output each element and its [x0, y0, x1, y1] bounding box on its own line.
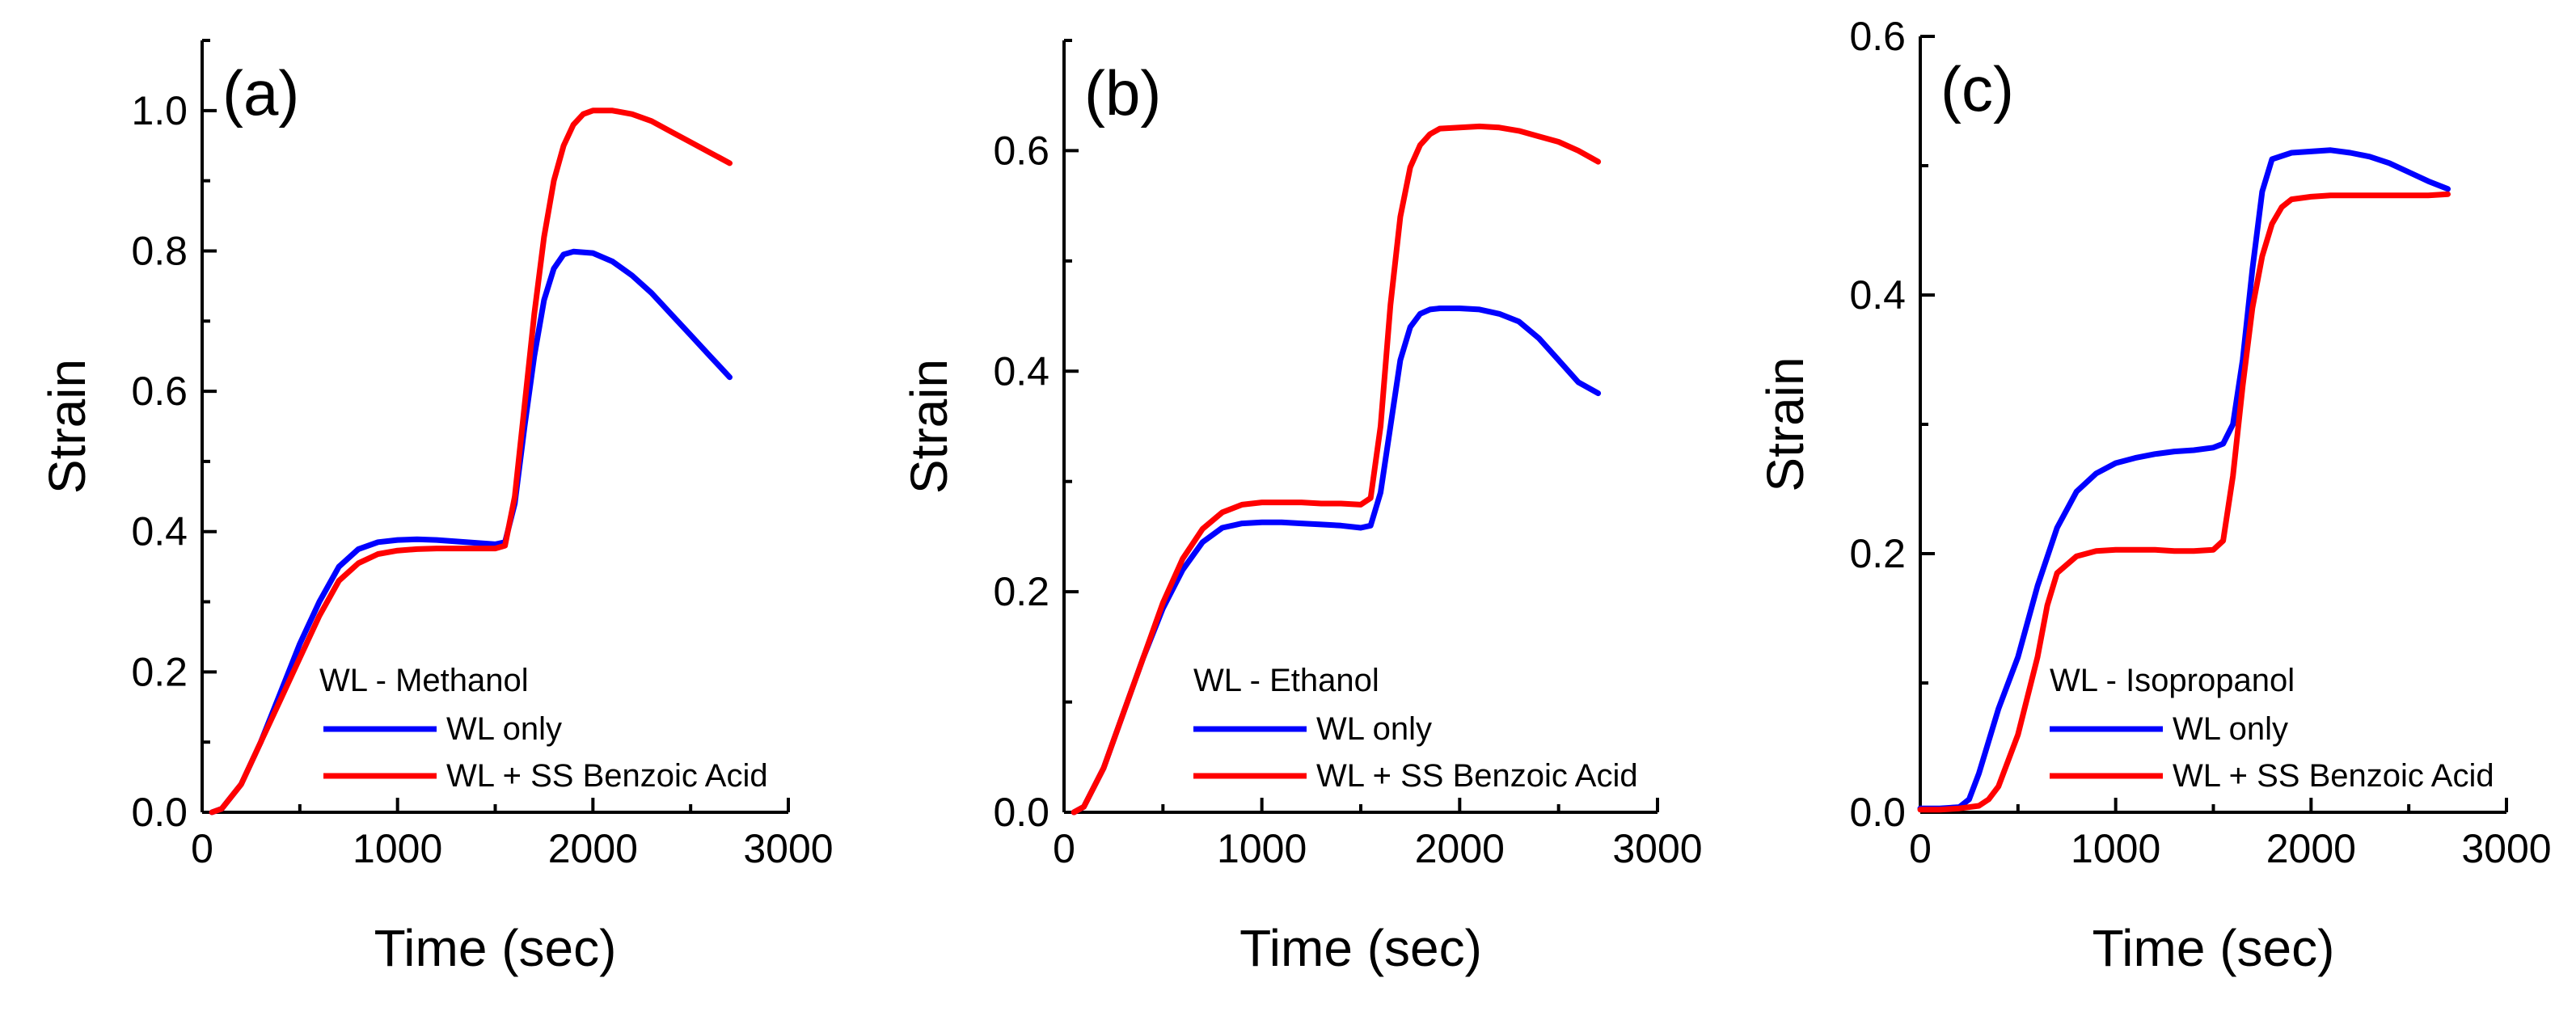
y-tick-label: 1.0	[131, 88, 188, 133]
y-tick-label: 0.4	[993, 348, 1049, 394]
legend-title: WL - Ethanol	[1193, 663, 1379, 698]
x-tick-label: 2000	[1415, 826, 1505, 871]
y-tick-label: 0.6	[993, 128, 1049, 173]
legend-entry: WL only	[2173, 711, 2288, 747]
y-tick-label: 0.0	[993, 790, 1049, 835]
y-axis-title: Strain	[900, 359, 958, 494]
series-line-wl-only	[209, 248, 733, 816]
legend-entry: WL + SS Benzoic Acid	[446, 758, 768, 794]
x-tick-label: 3000	[1612, 826, 1702, 871]
x-axis-title: Time (sec)	[2092, 919, 2335, 977]
x-axis-title: Time (sec)	[374, 919, 617, 977]
legend-entry: WL + SS Benzoic Acid	[2173, 758, 2494, 794]
y-tick-label: 0.6	[1849, 14, 1906, 59]
legend-entry: WL only	[1316, 711, 1432, 747]
y-axis-title: Strain	[1756, 356, 1814, 491]
legend-title: WL - Isopropanol	[2050, 663, 2295, 698]
x-tick-label: 2000	[2266, 826, 2356, 871]
x-tick-label: 0	[1909, 826, 1932, 871]
y-tick-label: 0.8	[131, 228, 188, 273]
x-axis-title: Time (sec)	[1239, 919, 1482, 977]
panel-label: (b)	[1084, 57, 1161, 129]
series-line-wl-ss-benzoic-acid	[209, 107, 733, 816]
y-tick-label: 0.2	[993, 569, 1049, 614]
panel-label: (c)	[1940, 53, 2014, 124]
y-tick-label: 0.4	[1849, 272, 1906, 318]
series-line-wl-ss-benzoic-acid	[1917, 191, 2451, 813]
x-tick-label: 3000	[743, 826, 833, 871]
x-tick-label: 1000	[1217, 826, 1307, 871]
legend-entry: WL + SS Benzoic Acid	[1316, 758, 1638, 794]
series-line-wl-only	[1917, 147, 2451, 811]
y-tick-label: 0.0	[1849, 790, 1906, 835]
panel-a: 0 1000 2000 3000 0.0 0.2 0.4 0.6 0.8 1.0 Time (sec…	[38, 39, 834, 977]
legend-entry: WL only	[446, 711, 562, 747]
x-tick-label: 3000	[2461, 826, 2551, 871]
y-tick-label: 0.4	[131, 509, 188, 554]
y-tick-label: 0.2	[1849, 531, 1906, 576]
panel-label: (a)	[222, 57, 299, 129]
y-tick-label: 0.6	[131, 369, 188, 414]
panel-c: 0 1000 2000 3000 0.0 0.2 0.4 0.6 Time (sec) Strai…	[1756, 14, 2552, 977]
x-tick-label: 0	[191, 826, 213, 871]
x-tick-label: 0	[1053, 826, 1075, 871]
y-axis-title: Strain	[38, 359, 96, 494]
y-tick-label: 0.0	[131, 790, 188, 835]
x-tick-label: 1000	[353, 826, 442, 871]
x-tick-label: 2000	[548, 826, 638, 871]
series-line-wl-ss-benzoic-acid	[1071, 123, 1602, 816]
panel-b: 0 1000 2000 3000 0.0 0.2 0.4 0.6 Time (sec) Strai…	[900, 39, 1703, 977]
y-tick-label: 0.2	[131, 649, 188, 694]
legend-title: WL - Methanol	[319, 663, 529, 698]
x-tick-label: 1000	[2071, 826, 2160, 871]
